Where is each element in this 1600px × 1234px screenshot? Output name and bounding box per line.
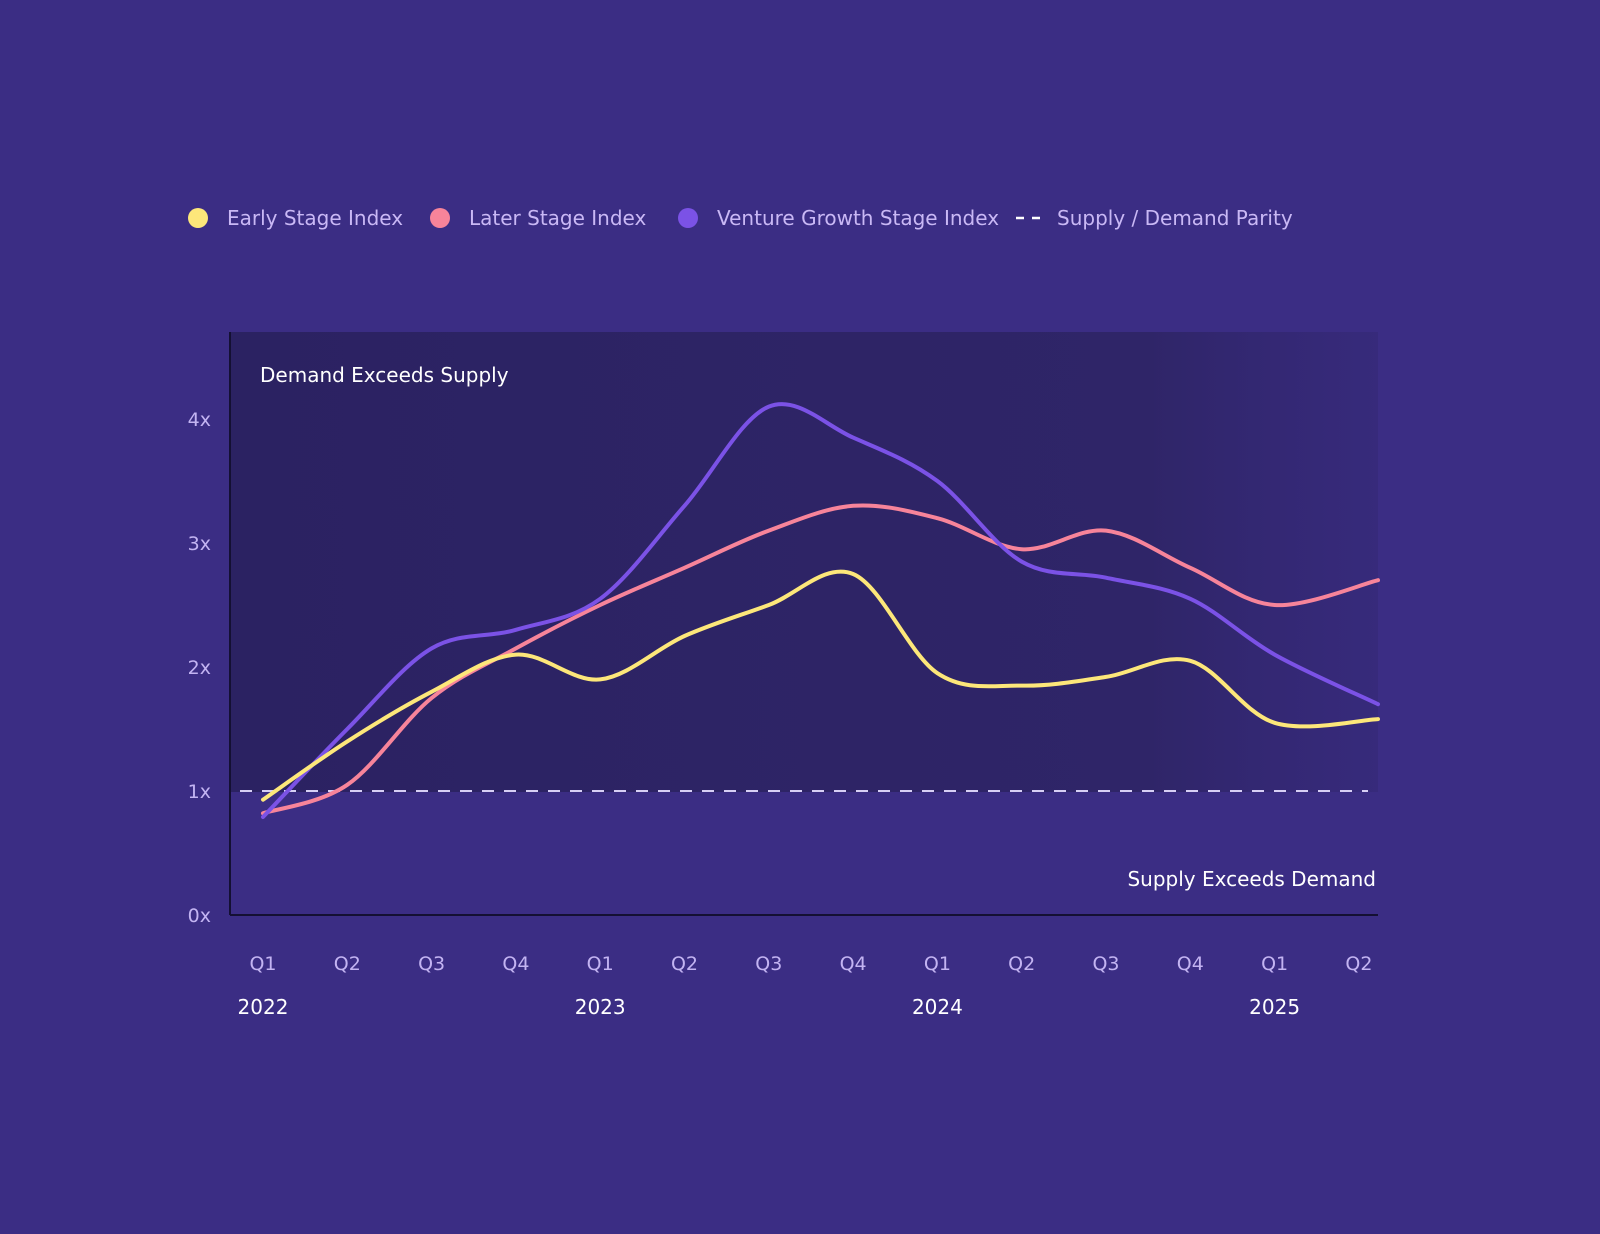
x-axis-ticks: Q1 Q2 Q3 Q4 Q1 Q2 Q3 Q4 Q1 Q2 Q3 Q4 Q1 Q2: [249, 953, 1372, 975]
x-tick-label: Q1: [249, 953, 276, 975]
x-tick-label: Q2: [1345, 953, 1372, 975]
x-tick-label: Q4: [840, 953, 867, 975]
legend-marker-early-stage-index: [188, 208, 208, 228]
y-tick-label: 4x: [188, 409, 211, 431]
demand-zone: [230, 332, 1378, 792]
series-line-later: [261, 503, 1380, 816]
x-tick-label: Q4: [502, 953, 529, 975]
x-tick-label: Q1: [587, 953, 614, 975]
x-tick-label: Q3: [1092, 953, 1119, 975]
legend-label-early-stage-index: Early Stage Index: [227, 206, 403, 230]
annotation-demand-exceeds-supply: Demand Exceeds Supply: [260, 363, 509, 387]
x-axis-years: 2022 2023 2024 2025: [238, 995, 1301, 1019]
year-label: 2023: [575, 995, 626, 1019]
y-axis-ticks: 0x 1x 2x 3x 4x: [188, 409, 211, 927]
year-label: 2024: [912, 995, 963, 1019]
x-tick-label: Q2: [671, 953, 698, 975]
legend-marker-later-stage-index: [430, 208, 450, 228]
y-tick-label: 1x: [188, 781, 211, 803]
x-tick-label: Q1: [1261, 953, 1288, 975]
y-tick-label: 0x: [188, 905, 211, 927]
x-tick-label: Q3: [418, 953, 445, 975]
legend-label-later-stage-index: Later Stage Index: [469, 206, 646, 230]
year-label: 2022: [238, 995, 289, 1019]
year-label: 2025: [1249, 995, 1300, 1019]
series-line-early: [261, 569, 1380, 802]
series-lines: [261, 402, 1380, 820]
x-tick-label: Q1: [924, 953, 951, 975]
x-tick-label: Q4: [1177, 953, 1204, 975]
legend-label-supply-demand-parity: Supply / Demand Parity: [1057, 206, 1293, 230]
y-tick-label: 3x: [188, 533, 211, 555]
series-line-venture: [261, 402, 1380, 820]
annotation-supply-exceeds-demand: Supply Exceeds Demand: [1127, 867, 1376, 891]
x-tick-label: Q2: [334, 953, 361, 975]
y-tick-label: 2x: [188, 657, 211, 679]
legend-marker-venture-growth-stage-index: [678, 208, 698, 228]
legend-label-venture-growth-stage-index: Venture Growth Stage Index: [717, 206, 999, 230]
legend: Early Stage Index Later Stage Index Ventur…: [188, 206, 1293, 230]
x-tick-label: Q3: [755, 953, 782, 975]
x-tick-label: Q2: [1008, 953, 1035, 975]
